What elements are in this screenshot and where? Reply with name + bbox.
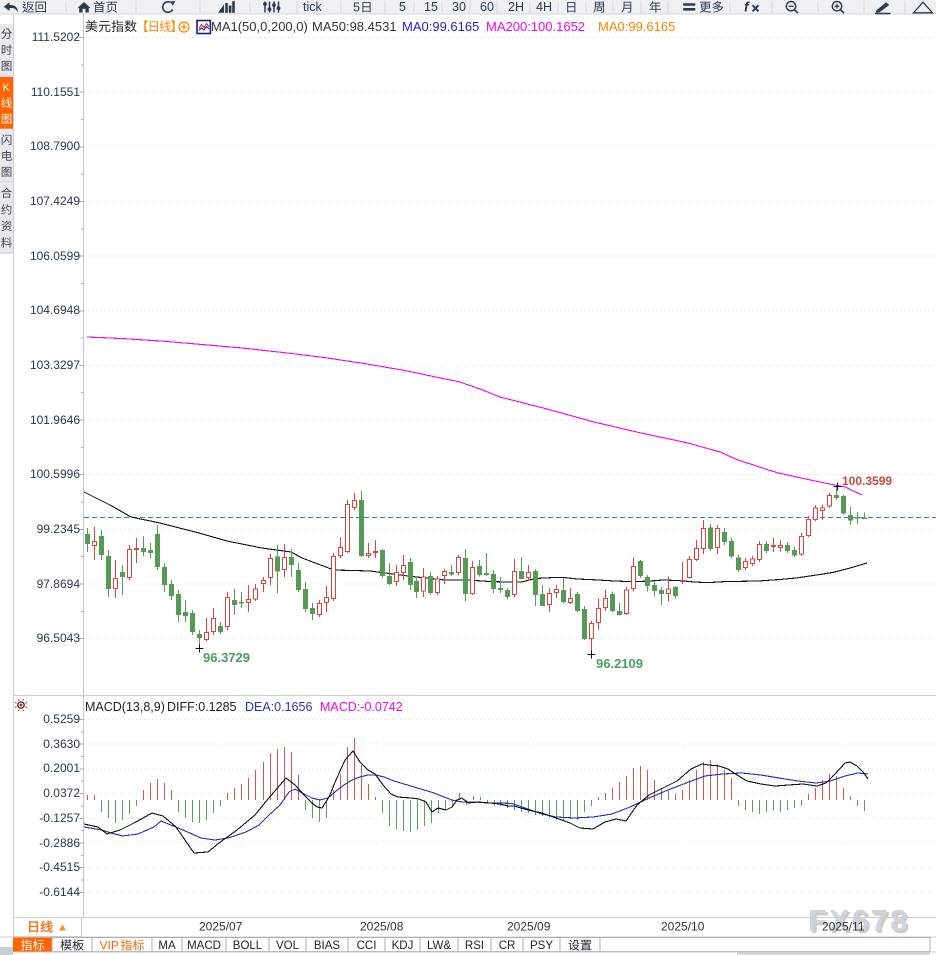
- svg-text:K: K: [3, 82, 11, 94]
- svg-text:15: 15: [424, 0, 438, 14]
- svg-text:f: f: [744, 0, 750, 15]
- svg-text:MA: MA: [158, 940, 176, 952]
- svg-text:MACD: MACD: [187, 940, 221, 952]
- svg-text:DIFF:0.1285: DIFF:0.1285: [167, 700, 237, 714]
- svg-text:BOLL: BOLL: [233, 940, 263, 952]
- svg-text:2025/08: 2025/08: [360, 920, 404, 934]
- svg-text:CR: CR: [499, 940, 516, 952]
- svg-text:2025/11: 2025/11: [822, 920, 865, 934]
- svg-text:MA0:99.6165: MA0:99.6165: [402, 19, 479, 34]
- svg-text:5: 5: [399, 0, 406, 14]
- svg-text:VOL: VOL: [276, 940, 300, 952]
- svg-text:tick: tick: [303, 0, 323, 14]
- svg-text:4H: 4H: [536, 0, 552, 14]
- svg-text:60: 60: [480, 0, 494, 14]
- svg-text:MA1(50,0,200,0): MA1(50,0,200,0): [211, 19, 308, 34]
- svg-text:DEA:0.1656: DEA:0.1656: [245, 700, 312, 714]
- svg-text:2H: 2H: [508, 0, 524, 14]
- svg-text:CCI: CCI: [357, 940, 377, 952]
- svg-text:5: 5: [353, 1, 360, 15]
- svg-text:MACD:-0.0742: MACD:-0.0742: [320, 700, 403, 714]
- svg-text:2025/10: 2025/10: [661, 920, 705, 934]
- svg-text:30: 30: [452, 0, 466, 14]
- svg-text:MA0:99.6165: MA0:99.6165: [598, 19, 675, 34]
- svg-text:LW&: LW&: [427, 940, 451, 952]
- svg-text:MA200:100.1652: MA200:100.1652: [486, 19, 585, 34]
- svg-text:KDJ: KDJ: [392, 940, 414, 952]
- svg-text:RSI: RSI: [465, 940, 484, 952]
- svg-text:MA50:98.4531: MA50:98.4531: [312, 19, 397, 34]
- svg-text:MACD(13,8,9): MACD(13,8,9): [85, 700, 165, 714]
- svg-text:BIAS: BIAS: [314, 940, 341, 952]
- svg-text:PSY: PSY: [530, 940, 553, 952]
- svg-text:2025/07: 2025/07: [199, 920, 243, 934]
- svg-text:VIP: VIP: [100, 939, 119, 953]
- svg-text:2025/09: 2025/09: [507, 920, 551, 934]
